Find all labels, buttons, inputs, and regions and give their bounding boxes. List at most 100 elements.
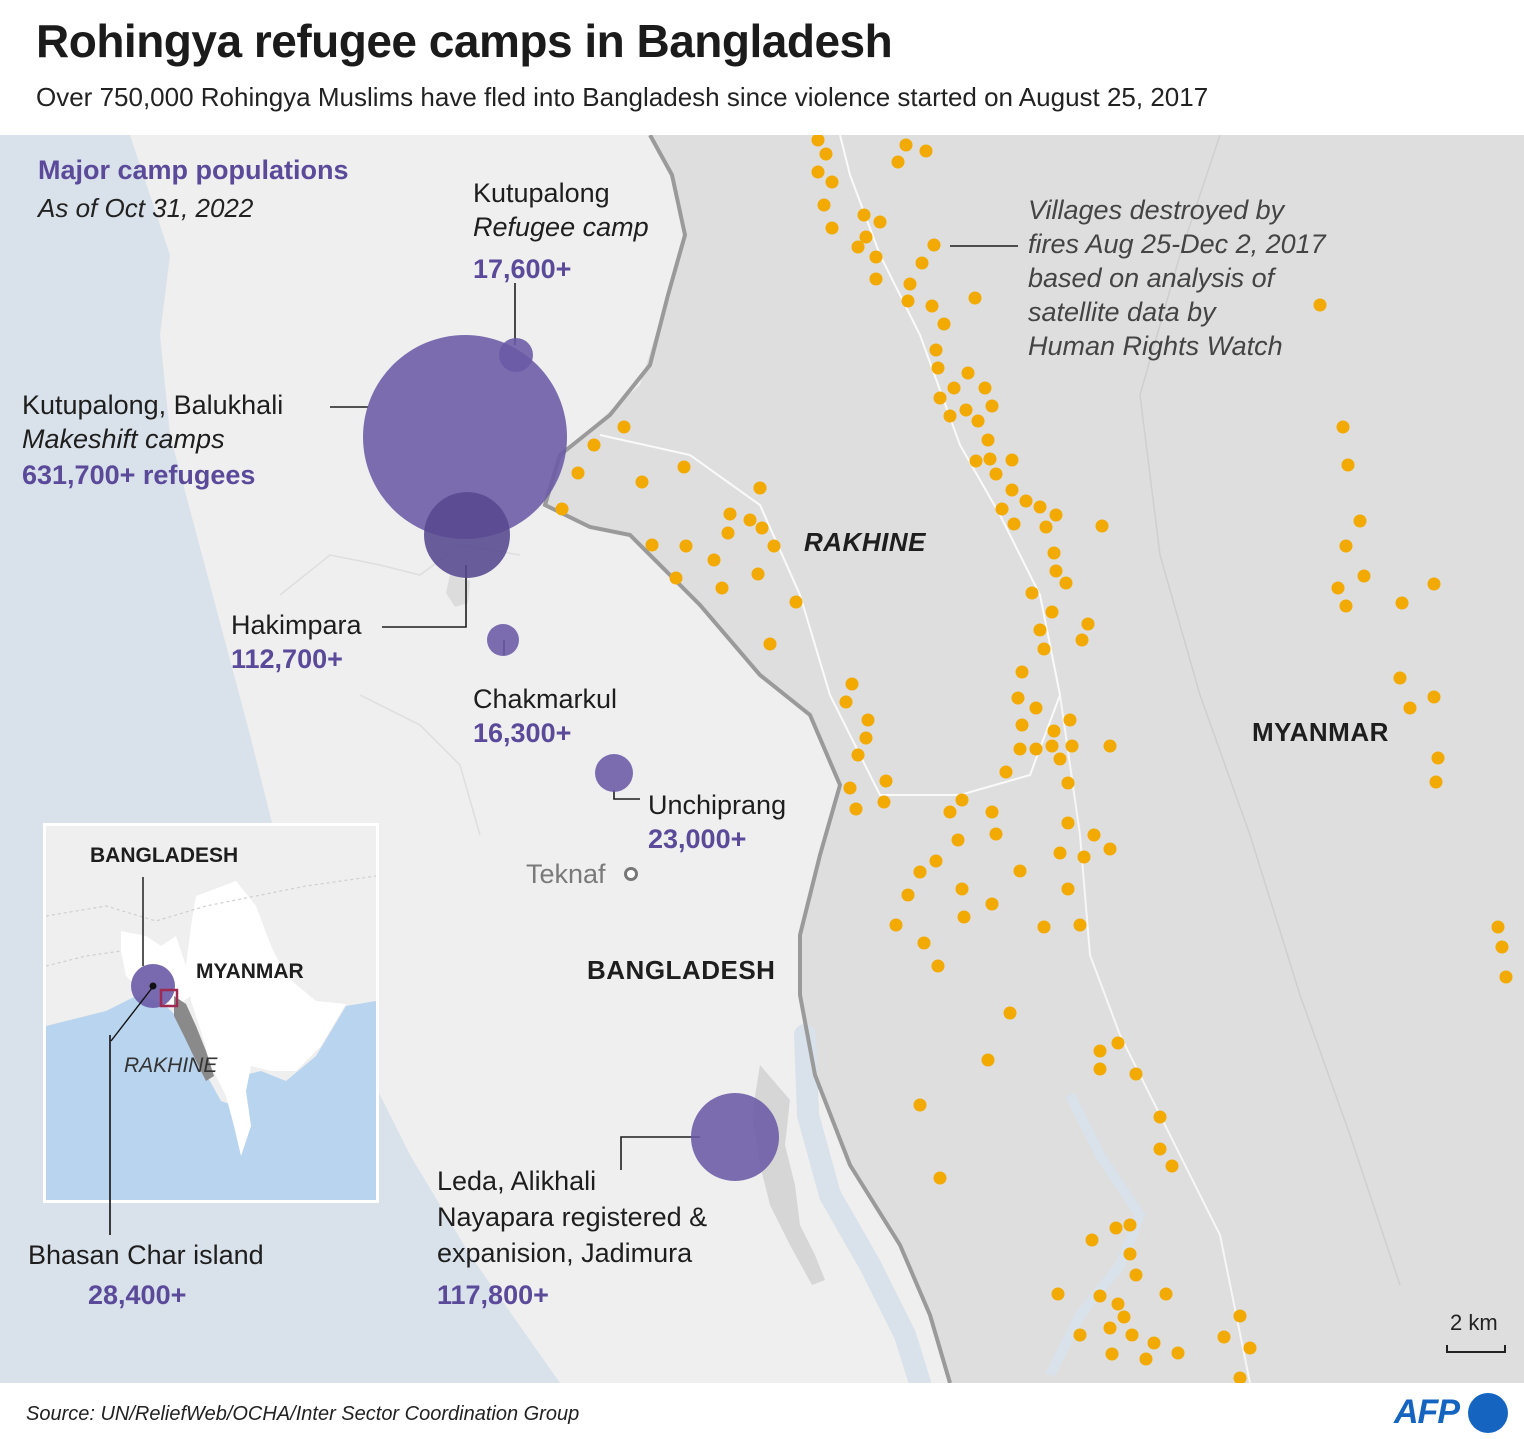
- village-dot: [983, 452, 997, 466]
- village-dot: [927, 238, 941, 252]
- camp-circle-leda: [691, 1093, 779, 1181]
- village-dot: [789, 595, 803, 609]
- village-dot: [1051, 1287, 1065, 1301]
- village-dot: [1059, 576, 1073, 590]
- village-dot: [891, 155, 905, 169]
- village-dot: [763, 637, 777, 651]
- leader-lines: [330, 245, 1018, 1170]
- village-dot: [978, 381, 992, 395]
- village-dot: [943, 409, 957, 423]
- village-dot: [957, 910, 971, 924]
- leda-population: 117,800+: [437, 1280, 549, 1310]
- inset-borders: [46, 875, 376, 967]
- village-dot: [1123, 1218, 1137, 1232]
- village-dot: [1103, 842, 1117, 856]
- village-dot: [857, 208, 871, 222]
- village-dot: [1075, 633, 1089, 647]
- village-dot: [1049, 508, 1063, 522]
- village-dot: [1093, 1062, 1107, 1076]
- village-dot: [851, 240, 865, 254]
- village-dot: [955, 882, 969, 896]
- legend-date: As of Oct 31, 2022: [38, 193, 254, 223]
- leda-name-line-1: Leda, Alikhali: [437, 1166, 597, 1196]
- note-line-5: Human Rights Watch: [1028, 331, 1283, 361]
- village-dot: [849, 802, 863, 816]
- village-dot: [1081, 617, 1095, 631]
- village-dot: [679, 539, 693, 553]
- village-dot: [1393, 671, 1407, 685]
- village-dot: [1217, 1330, 1231, 1344]
- label-kutupalong-balukhali: Kutupalong, Balukhali Makeshift camps 63…: [22, 389, 283, 492]
- village-dot: [1037, 920, 1051, 934]
- village-dot: [1103, 1321, 1117, 1335]
- scale-bar: [1446, 1345, 1506, 1353]
- kutupalong-balukhali-type: Makeshift camps: [22, 423, 225, 454]
- village-dot: [933, 391, 947, 405]
- village-dot: [1013, 742, 1027, 756]
- village-dot: [931, 959, 945, 973]
- inset-leader-bhasan: [110, 987, 153, 1042]
- unchiprang-name: Unchiprang: [648, 790, 787, 820]
- village-dot: [1165, 1159, 1179, 1173]
- village-dot: [845, 677, 859, 691]
- village-dot: [819, 147, 833, 161]
- village-dot: [811, 165, 825, 179]
- village-dot: [959, 403, 973, 417]
- village-dot: [1129, 1268, 1143, 1282]
- village-dot: [869, 272, 883, 286]
- village-dot: [961, 366, 975, 380]
- label-myanmar: MYANMAR: [1252, 717, 1389, 747]
- village-dot: [861, 713, 875, 727]
- village-dot: [843, 781, 857, 795]
- village-dot: [899, 138, 913, 152]
- village-dot: [1095, 519, 1109, 533]
- teknaf-marker-center: [627, 870, 635, 878]
- label-teknaf: Teknaf: [526, 859, 606, 889]
- village-dot: [985, 399, 999, 413]
- village-dot: [1011, 691, 1025, 705]
- village-dot: [1047, 724, 1061, 738]
- leda-name-line-2: Nayapara registered &: [437, 1202, 708, 1232]
- village-dot: [1431, 751, 1445, 765]
- islet: [446, 575, 470, 607]
- village-dot: [1105, 1347, 1119, 1361]
- village-dots: [555, 135, 1513, 1383]
- village-dot: [1037, 642, 1051, 656]
- village-dot: [1171, 1346, 1185, 1360]
- village-dot: [1053, 846, 1067, 860]
- village-dot: [1339, 539, 1353, 553]
- myanmar-land: [545, 135, 1524, 1383]
- village-dot: [929, 854, 943, 868]
- village-dot: [1015, 718, 1029, 732]
- village-dot: [817, 198, 831, 212]
- inset-label-rakhine: RAKHINE: [124, 1054, 218, 1077]
- village-dot: [917, 936, 931, 950]
- village-dot: [767, 539, 781, 553]
- road-4: [1139, 135, 1401, 1286]
- village-dot: [1003, 1006, 1017, 1020]
- village-dot: [929, 343, 943, 357]
- inset-highlight-box: [159, 988, 179, 1008]
- page-title: Rohingya refugee camps in Bangladesh: [36, 15, 893, 67]
- village-dot: [707, 553, 721, 567]
- village-dot: [677, 460, 691, 474]
- note-line-1: Villages destroyed by: [1028, 195, 1285, 225]
- village-dot: [859, 230, 873, 244]
- label-hakimpara: Hakimpara 112,700+: [231, 609, 362, 677]
- source-note: Source: UN/ReliefWeb/OCHA/Inter Sector C…: [26, 1403, 580, 1425]
- village-dot: [825, 175, 839, 189]
- village-dot: [1077, 850, 1091, 864]
- village-dot: [1007, 517, 1021, 531]
- village-dot: [1111, 1297, 1125, 1311]
- bhasan-char-population: 28,400+: [88, 1279, 187, 1310]
- villages-note: Villages destroyed by fires Aug 25-Dec 2…: [1028, 193, 1326, 363]
- village-dot: [1153, 1110, 1167, 1124]
- village-dot: [1103, 739, 1117, 753]
- village-dot: [1045, 605, 1059, 619]
- village-dot: [925, 299, 939, 313]
- village-dot: [1429, 775, 1443, 789]
- village-dot: [587, 438, 601, 452]
- village-dot: [1123, 1247, 1137, 1261]
- label-leda: Leda, Alikhali Nayapara registered & exp…: [437, 1163, 707, 1313]
- village-dot: [1233, 1371, 1247, 1383]
